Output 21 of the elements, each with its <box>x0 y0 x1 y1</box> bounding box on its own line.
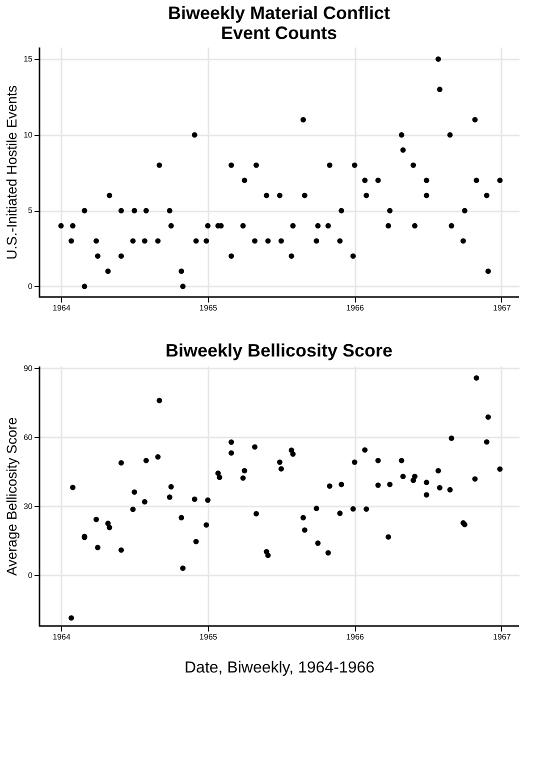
y-axis-title: U.S.-Initiated Hostile Events <box>4 85 20 260</box>
chart-title: Biweekly Material Conflict Event Counts <box>168 3 390 43</box>
chart-title: Biweekly Bellicosity Score <box>165 340 393 360</box>
x-tick-label: 1967 <box>492 304 512 312</box>
y-tick-label: 60 <box>24 432 34 442</box>
x-tick-label: 1967 <box>492 632 512 642</box>
y-tick-label: 0 <box>28 282 34 291</box>
y-tick-label: 90 <box>24 364 34 373</box>
x-tick-label: 1964 <box>52 304 71 312</box>
y-tick-label: 15 <box>24 54 34 64</box>
x-tick-label: 1966 <box>346 632 365 642</box>
y-tick-label: 30 <box>24 502 34 511</box>
x-tick-label: 1966 <box>346 304 365 312</box>
y-tick-label: 5 <box>28 206 34 216</box>
x-tick-label: 1965 <box>199 632 218 642</box>
x-axis-title: Date, Biweekly, 1964-1966 <box>184 660 375 676</box>
x-tick-label: 1964 <box>52 632 71 642</box>
x-tick-label: 1965 <box>199 304 218 312</box>
y-axis-title: Average Bellicosity Score <box>4 417 20 576</box>
y-tick-label: 10 <box>24 130 34 140</box>
y-tick-label: 0 <box>28 570 34 580</box>
